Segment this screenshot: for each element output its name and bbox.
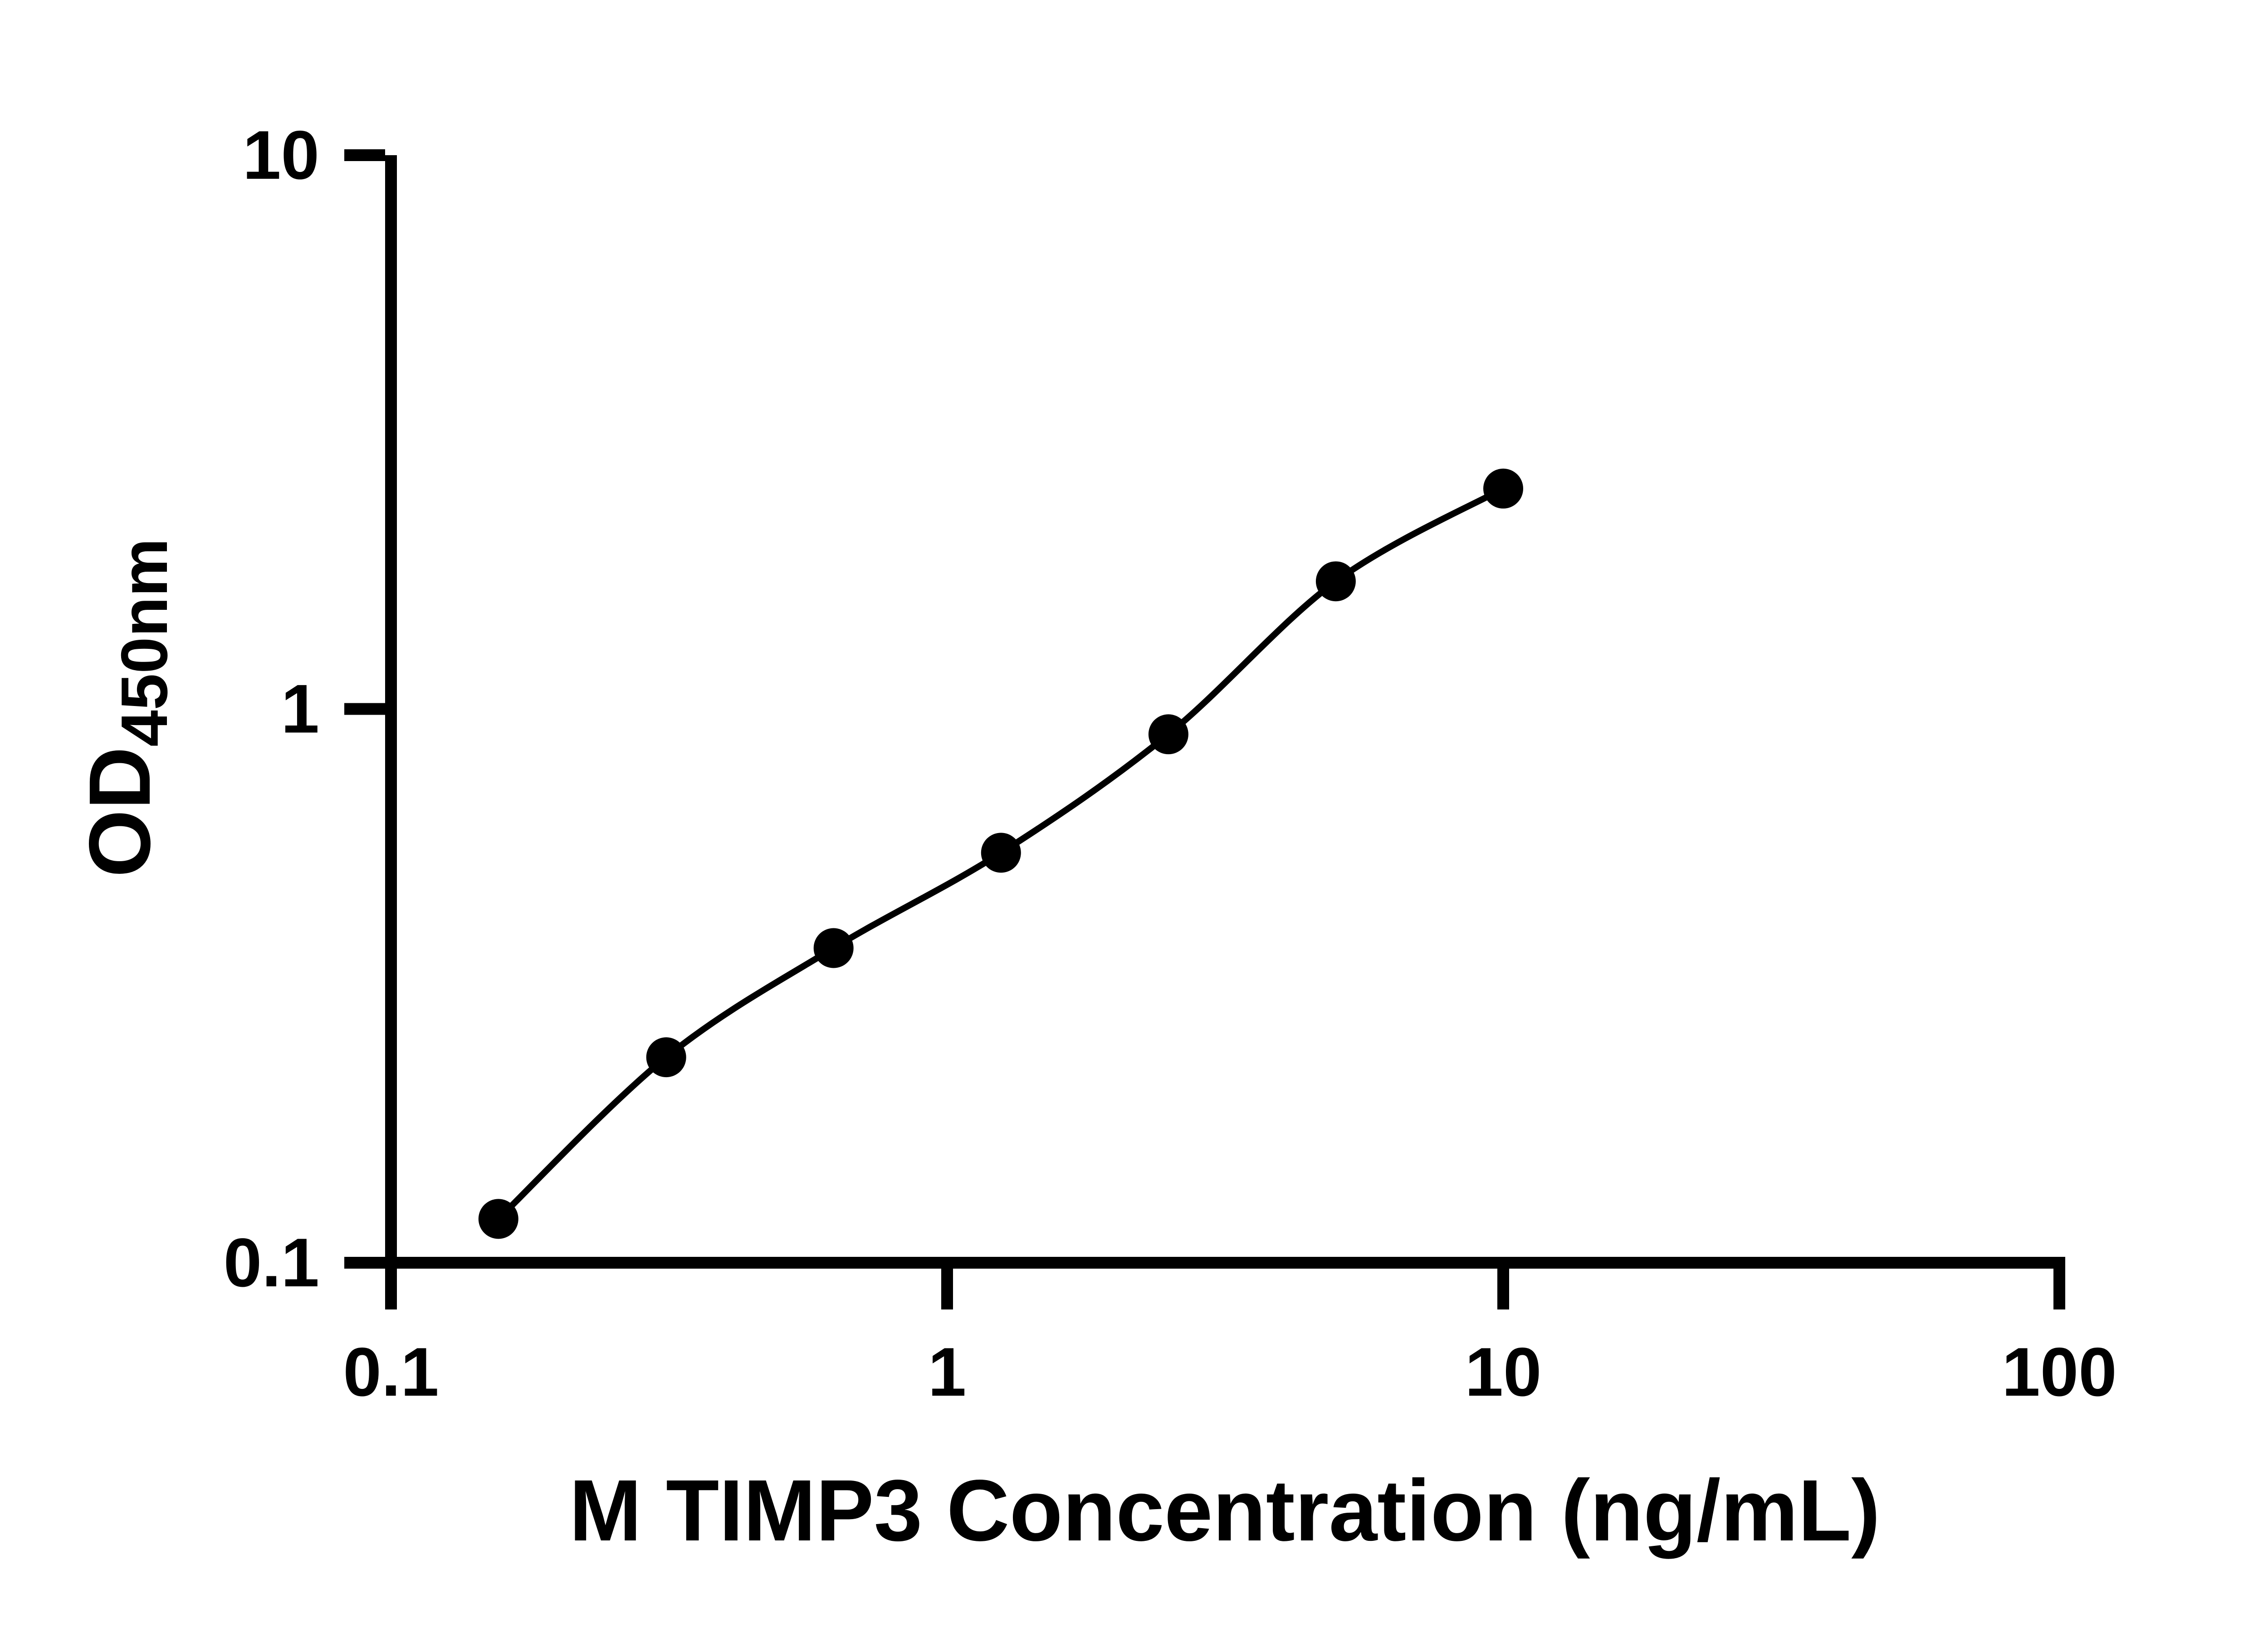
x-axis-title: M TIMP3 Concentration (ng/mL) (569, 1461, 1881, 1559)
data-point-marker (478, 1199, 518, 1239)
data-point-marker (813, 928, 854, 968)
y-tick-label: 1 (281, 671, 319, 748)
data-point-marker (981, 833, 1021, 873)
y-axis-title-main: OD (71, 747, 168, 878)
y-tick-label: 10 (243, 117, 319, 194)
y-axis-title: OD450nm (71, 538, 181, 877)
y-tick-label: 0.1 (224, 1224, 319, 1301)
x-tick-label: 0.1 (343, 1334, 439, 1411)
x-tick-label: 100 (2002, 1334, 2117, 1411)
data-point-marker (1483, 468, 1523, 509)
data-point-marker (1315, 561, 1356, 602)
y-axis-title-sub: 450nm (108, 538, 181, 746)
data-point-marker (646, 1037, 686, 1078)
data-point-marker (1148, 714, 1188, 755)
x-tick-label: 1 (928, 1334, 967, 1411)
x-tick-label: 10 (1465, 1334, 1541, 1411)
